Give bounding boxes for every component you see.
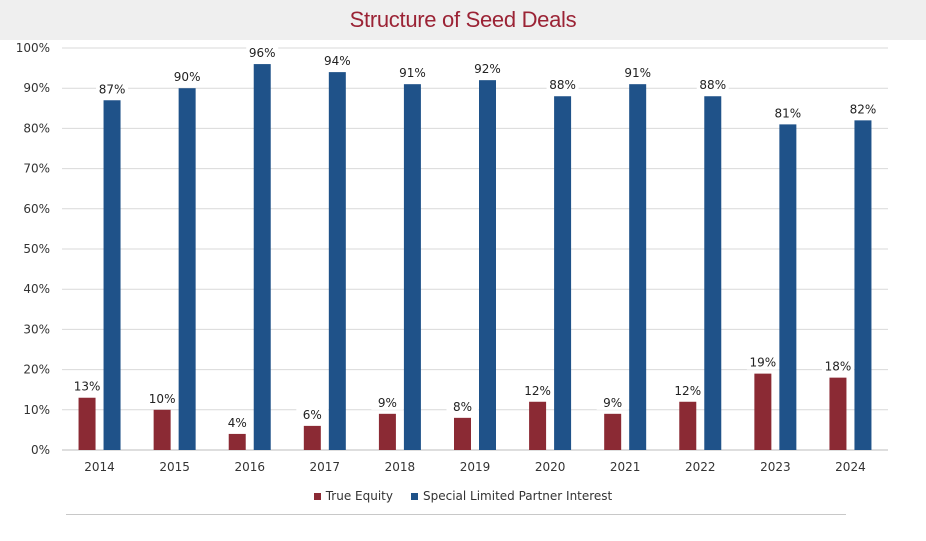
bar-special-lp [779,124,797,450]
data-label: 13% [74,380,101,394]
data-label-bg [221,413,254,430]
x-tick-label: 2022 [685,460,716,474]
data-label: 6% [303,408,322,422]
x-tick-label: 2017 [310,460,341,474]
data-label-bg [621,64,654,81]
x-tick-label: 2024 [835,460,866,474]
legend-swatch-special-lp [410,492,418,500]
data-label: 9% [603,396,622,410]
x-tick-label: 2015 [159,460,190,474]
data-label: 91% [624,66,651,80]
data-label: 19% [750,356,777,370]
data-label-bg [671,381,704,398]
y-tick-label: 10% [23,403,50,417]
bar-true-equity [604,413,622,450]
data-label: 12% [524,384,551,398]
y-tick-label: 80% [23,121,50,135]
bar-true-equity [228,433,246,450]
y-tick-label: 0% [31,443,50,457]
bar-special-lp [103,100,121,450]
bar-special-lp [629,84,647,451]
data-label: 4% [228,416,247,430]
legend-item-special-lp: Special Limited Partner Interest [410,489,613,503]
bar-special-lp [328,72,346,451]
title-bar: Structure of Seed Deals [0,0,926,40]
bar-special-lp [704,96,722,451]
footer-divider [66,514,846,515]
data-label-bg [396,64,429,81]
data-label-bg [96,80,129,97]
data-label: 91% [399,66,426,80]
data-label-bg [146,389,179,406]
chart-title: Structure of Seed Deals [349,7,577,32]
bar-special-lp [854,120,872,451]
data-label: 92% [474,62,501,76]
y-tick-label: 50% [23,242,50,256]
x-tick-label: 2021 [610,460,641,474]
bar-special-lp [253,64,271,450]
data-label-bg [371,393,404,410]
legend-label-special-lp: Special Limited Partner Interest [422,489,613,503]
data-label-bg [771,104,804,121]
y-tick-label: 30% [23,322,50,336]
x-tick-label: 2023 [760,460,791,474]
y-tick-label: 70% [23,162,50,176]
data-label-bg [71,377,104,394]
bar-true-equity [679,401,697,450]
legend-item-true-equity: True Equity [313,489,393,503]
data-label-bg [171,68,204,85]
x-tick-label: 2019 [460,460,491,474]
data-label: 18% [825,360,852,374]
data-label-bg [296,405,329,422]
data-label-bg [596,393,629,410]
data-label: 94% [324,54,351,68]
legend-label-true-equity: True Equity [325,489,393,503]
y-tick-label: 40% [23,282,50,296]
data-label: 8% [453,400,472,414]
y-tick-label: 90% [23,81,50,95]
data-label: 9% [378,396,397,410]
data-label: 82% [850,102,877,116]
bar-true-equity [454,417,471,450]
bar-special-lp [403,84,421,451]
x-tick-label: 2020 [535,460,566,474]
bar-true-equity [78,397,96,450]
bar-special-lp [554,96,572,451]
data-label: 96% [249,46,276,60]
data-label: 88% [549,78,576,92]
data-label: 12% [674,384,701,398]
y-tick-label: 100% [16,41,50,55]
x-tick-label: 2014 [84,460,115,474]
bar-special-lp [178,88,196,450]
data-label: 10% [149,392,176,406]
x-tick-label: 2016 [234,460,265,474]
x-tick-label: 2018 [385,460,416,474]
data-label: 90% [174,70,201,84]
bar-true-equity [829,377,847,450]
data-label-bg [846,100,879,117]
data-label-bg [746,353,779,370]
data-label: 87% [99,82,126,96]
data-label-bg [446,397,479,414]
data-label-bg [696,76,729,93]
data-label-bg [321,52,354,69]
data-label-bg [546,76,579,93]
data-label-bg [246,44,279,61]
data-label-bg [821,357,854,374]
data-label-bg [471,60,504,77]
bar-true-equity [303,425,321,450]
legend-swatch-true-equity [313,492,321,500]
data-label-bg [521,381,554,398]
bar-true-equity [378,413,396,450]
bar-special-lp [479,80,496,450]
bar-true-equity [754,373,772,450]
data-label: 88% [699,78,726,92]
data-label: 81% [775,106,802,120]
y-tick-label: 60% [23,202,50,216]
legend: True Equity Special Limited Partner Inte… [0,489,926,503]
bar-true-equity [529,401,547,450]
y-tick-label: 20% [23,363,50,377]
bar-true-equity [153,409,171,450]
